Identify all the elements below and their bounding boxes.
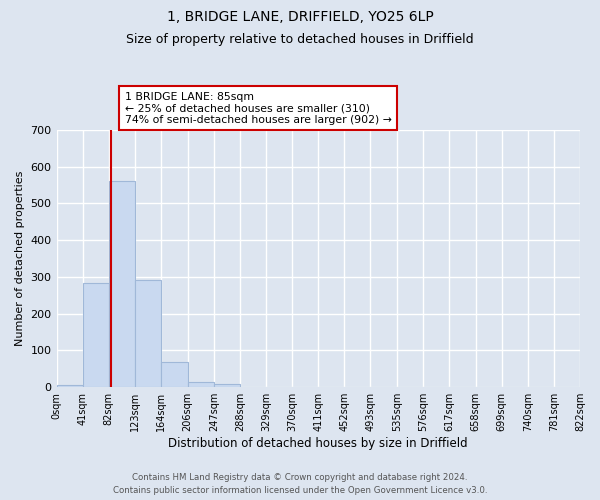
Text: Size of property relative to detached houses in Driffield: Size of property relative to detached ho…: [126, 32, 474, 46]
Bar: [135, 280, 161, 387]
Y-axis label: Number of detached properties: Number of detached properties: [15, 171, 25, 346]
Text: 1, BRIDGE LANE, DRIFFIELD, YO25 6LP: 1, BRIDGE LANE, DRIFFIELD, YO25 6LP: [167, 10, 433, 24]
Bar: [56, 384, 83, 387]
Text: 1 BRIDGE LANE: 85sqm
← 25% of detached houses are smaller (310)
74% of semi-deta: 1 BRIDGE LANE: 85sqm ← 25% of detached h…: [125, 92, 391, 125]
Bar: [109, 182, 135, 387]
Bar: [161, 362, 188, 387]
Text: Contains HM Land Registry data © Crown copyright and database right 2024.
Contai: Contains HM Land Registry data © Crown c…: [113, 474, 487, 495]
Bar: [188, 382, 214, 387]
X-axis label: Distribution of detached houses by size in Driffield: Distribution of detached houses by size …: [169, 437, 468, 450]
Bar: [214, 384, 240, 387]
Bar: [83, 283, 109, 387]
